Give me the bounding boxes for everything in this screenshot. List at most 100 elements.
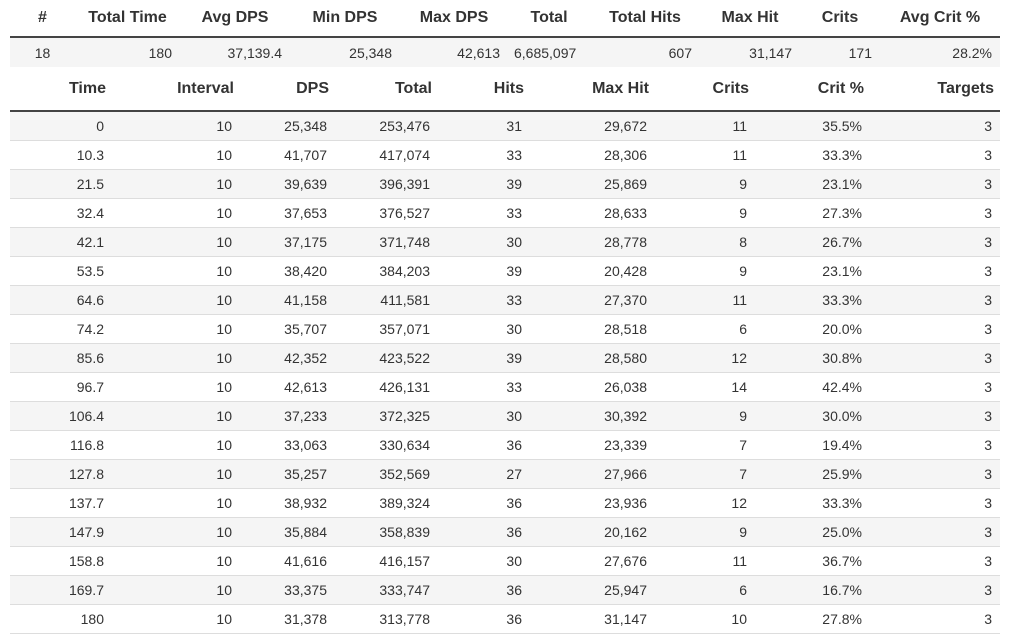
table-cell: 330,634: [335, 430, 438, 460]
table-cell: 3: [870, 227, 1000, 257]
table-cell: 33,375: [240, 575, 335, 605]
header-label: Crit %: [817, 79, 864, 97]
column-header[interactable]: Total Hits: [590, 0, 700, 38]
column-header[interactable]: Time: [10, 67, 112, 112]
table-cell: 10: [112, 227, 240, 257]
table-cell: 39,639: [240, 169, 335, 199]
table-cell: 39: [438, 256, 530, 286]
table-cell: 39: [438, 343, 530, 373]
table-cell: 37,653: [240, 198, 335, 228]
column-header[interactable]: Min DPS: [290, 0, 400, 38]
table-cell: 411,581: [335, 285, 438, 315]
column-header[interactable]: Interval: [112, 67, 240, 112]
table-row: 32.4 10 37,653 376,527 33 28,633 9 27.3% 3: [10, 198, 1000, 228]
column-header[interactable]: Crit %: [755, 67, 870, 112]
table-row: 116.8 10 33,063 330,634 36 23,339 7 19.4% 3: [10, 430, 1000, 460]
column-header[interactable]: Total Time: [75, 0, 180, 38]
header-label: Avg Crit %: [899, 9, 981, 26]
table-cell: 3: [870, 285, 1000, 315]
header-label: #: [38, 9, 47, 26]
table-row: 21.5 10 39,639 396,391 39 25,869 9 23.1% 3: [10, 169, 1000, 199]
table-cell: 36: [438, 488, 530, 518]
table-cell: 20,162: [530, 517, 655, 547]
table-cell: 33.3%: [755, 285, 870, 315]
table-cell: 35,884: [240, 517, 335, 547]
table-cell: 33: [438, 372, 530, 402]
table-cell: 39: [438, 169, 530, 199]
table-cell: 10: [112, 401, 240, 431]
table-cell: 10: [112, 459, 240, 489]
table-cell: 352,569: [335, 459, 438, 489]
table-cell: 36: [438, 430, 530, 460]
table-cell: 28,580: [530, 343, 655, 373]
table-cell: 35,257: [240, 459, 335, 489]
table-cell: 10: [112, 285, 240, 315]
header-label: DPS: [296, 79, 329, 97]
table-cell: 426,131: [335, 372, 438, 402]
table-cell: 3: [870, 314, 1000, 344]
table-cell: 33: [438, 198, 530, 228]
table-cell: 423,522: [335, 343, 438, 373]
column-header[interactable]: Targets: [870, 67, 1000, 112]
column-header[interactable]: DPS: [240, 67, 335, 112]
table-cell: 33: [438, 285, 530, 315]
table-cell: 30.0%: [755, 401, 870, 431]
table-cell: 253,476: [335, 111, 438, 141]
table-cell: 9: [655, 401, 755, 431]
table-cell: 106.4: [10, 401, 112, 431]
header-label: Crits: [712, 79, 749, 97]
column-header[interactable]: #: [10, 0, 75, 38]
table-cell: 16.7%: [755, 575, 870, 605]
table-cell: 358,839: [335, 517, 438, 547]
table-cell: 26,038: [530, 372, 655, 402]
table-cell: 35.5%: [755, 111, 870, 141]
column-header[interactable]: Avg Crit %: [880, 0, 1000, 38]
table-cell: 180: [75, 37, 180, 67]
table-cell: 7: [655, 459, 755, 489]
column-header[interactable]: Crits: [800, 0, 880, 38]
column-header[interactable]: Max DPS: [400, 0, 508, 38]
table-row: 42.1 10 37,175 371,748 30 28,778 8 26.7% 3: [10, 227, 1000, 257]
column-header[interactable]: Total: [335, 67, 438, 112]
column-header[interactable]: Total: [508, 0, 590, 38]
table-cell: 10: [112, 314, 240, 344]
column-header[interactable]: Hits: [438, 67, 530, 112]
summary-table: # Total Time Avg DPS Min DPS Max DPS Total Tot…: [10, 0, 1000, 67]
table-cell: 25.9%: [755, 459, 870, 489]
table-cell: 171: [800, 37, 880, 67]
table-cell: 30,392: [530, 401, 655, 431]
table-row: 127.8 10 35,257 352,569 27 27,966 7 25.9% 3: [10, 459, 1000, 489]
table-cell: 3: [870, 169, 1000, 199]
column-header[interactable]: Avg DPS: [180, 0, 290, 38]
table-cell: 3: [870, 140, 1000, 170]
table-cell: 11: [655, 285, 755, 315]
header-label: Hits: [493, 79, 524, 97]
table-row: 169.7 10 33,375 333,747 36 25,947 6 16.7% 3: [10, 575, 1000, 605]
table-row: 137.7 10 38,932 389,324 36 23,936 12 33.3% 3: [10, 488, 1000, 518]
column-header[interactable]: Max Hit: [530, 67, 655, 112]
table-cell: 23.1%: [755, 256, 870, 286]
table-cell: 42,352: [240, 343, 335, 373]
table-row: 74.2 10 35,707 357,071 30 28,518 6 20.0% 3: [10, 314, 1000, 344]
table-cell: 30: [438, 227, 530, 257]
header-label: Max Hit: [592, 79, 649, 97]
column-header[interactable]: Crits: [655, 67, 755, 112]
table-cell: 11: [655, 111, 755, 141]
header-label: Interval: [177, 79, 234, 97]
header-label: Crits: [821, 9, 859, 26]
table-cell: 313,778: [335, 604, 438, 634]
column-header[interactable]: Max Hit: [700, 0, 800, 38]
table-cell: 10: [112, 169, 240, 199]
table-cell: 169.7: [10, 575, 112, 605]
table-cell: 38,420: [240, 256, 335, 286]
details-table: Time Interval DPS Total Hits Max Hit Crits Crit…: [10, 67, 1000, 634]
table-cell: 416,157: [335, 546, 438, 576]
table-cell: 6: [655, 575, 755, 605]
table-cell: 9: [655, 256, 755, 286]
table-cell: 10: [112, 517, 240, 547]
table-cell: 23.1%: [755, 169, 870, 199]
table-cell: 147.9: [10, 517, 112, 547]
table-cell: 36: [438, 604, 530, 634]
table-cell: 3: [870, 430, 1000, 460]
